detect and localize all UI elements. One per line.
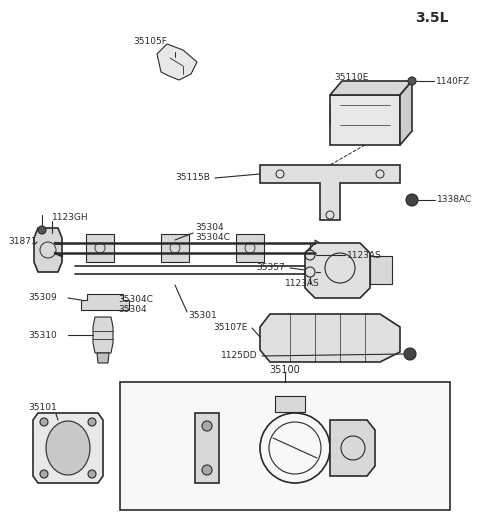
Polygon shape	[260, 165, 400, 220]
Text: 31871: 31871	[8, 237, 37, 246]
Text: 35110E: 35110E	[334, 73, 368, 82]
Polygon shape	[93, 317, 113, 353]
Bar	[330, 95, 400, 145]
Polygon shape	[50, 240, 55, 256]
Text: 35357: 35357	[256, 263, 285, 272]
Circle shape	[408, 77, 416, 85]
Bar	[120, 382, 450, 510]
Circle shape	[40, 470, 48, 478]
Text: 35107E: 35107E	[214, 323, 248, 332]
Polygon shape	[400, 81, 412, 145]
Text: 35304: 35304	[195, 224, 224, 233]
Ellipse shape	[46, 421, 90, 475]
Text: 1140FZ: 1140FZ	[436, 76, 470, 85]
Polygon shape	[315, 240, 320, 256]
Text: 35309: 35309	[28, 294, 57, 303]
Text: 35301: 35301	[188, 311, 217, 320]
Text: 35115B: 35115B	[175, 173, 210, 182]
Polygon shape	[33, 413, 103, 483]
Circle shape	[202, 421, 212, 431]
Text: 35304C: 35304C	[195, 234, 230, 243]
Circle shape	[38, 226, 46, 234]
Circle shape	[202, 465, 212, 475]
Text: 1123GH: 1123GH	[52, 214, 89, 223]
Circle shape	[40, 418, 48, 426]
Polygon shape	[97, 353, 109, 363]
Polygon shape	[86, 234, 114, 262]
Polygon shape	[330, 81, 412, 95]
Polygon shape	[305, 243, 370, 298]
Circle shape	[406, 194, 418, 206]
Polygon shape	[260, 314, 400, 362]
Polygon shape	[330, 420, 375, 476]
Text: 35310: 35310	[28, 331, 57, 340]
Text: 1123AS: 1123AS	[285, 279, 320, 288]
Circle shape	[88, 470, 96, 478]
Text: 1338AC: 1338AC	[437, 196, 472, 205]
Text: 3.5L: 3.5L	[415, 11, 448, 25]
Bar	[370, 256, 392, 284]
Text: 1125DD: 1125DD	[221, 351, 258, 360]
Polygon shape	[81, 294, 129, 310]
Polygon shape	[236, 234, 264, 262]
Polygon shape	[195, 413, 219, 483]
Text: 35101: 35101	[28, 403, 57, 412]
Text: 35105F: 35105F	[133, 38, 167, 47]
Polygon shape	[161, 234, 189, 262]
Polygon shape	[275, 396, 305, 412]
Text: 35100: 35100	[270, 365, 300, 375]
Text: 35304C: 35304C	[118, 296, 153, 305]
Polygon shape	[157, 44, 197, 80]
Polygon shape	[34, 228, 62, 272]
Text: 35304: 35304	[118, 305, 146, 314]
Circle shape	[88, 418, 96, 426]
Text: 1123AS: 1123AS	[347, 251, 382, 260]
Circle shape	[404, 348, 416, 360]
